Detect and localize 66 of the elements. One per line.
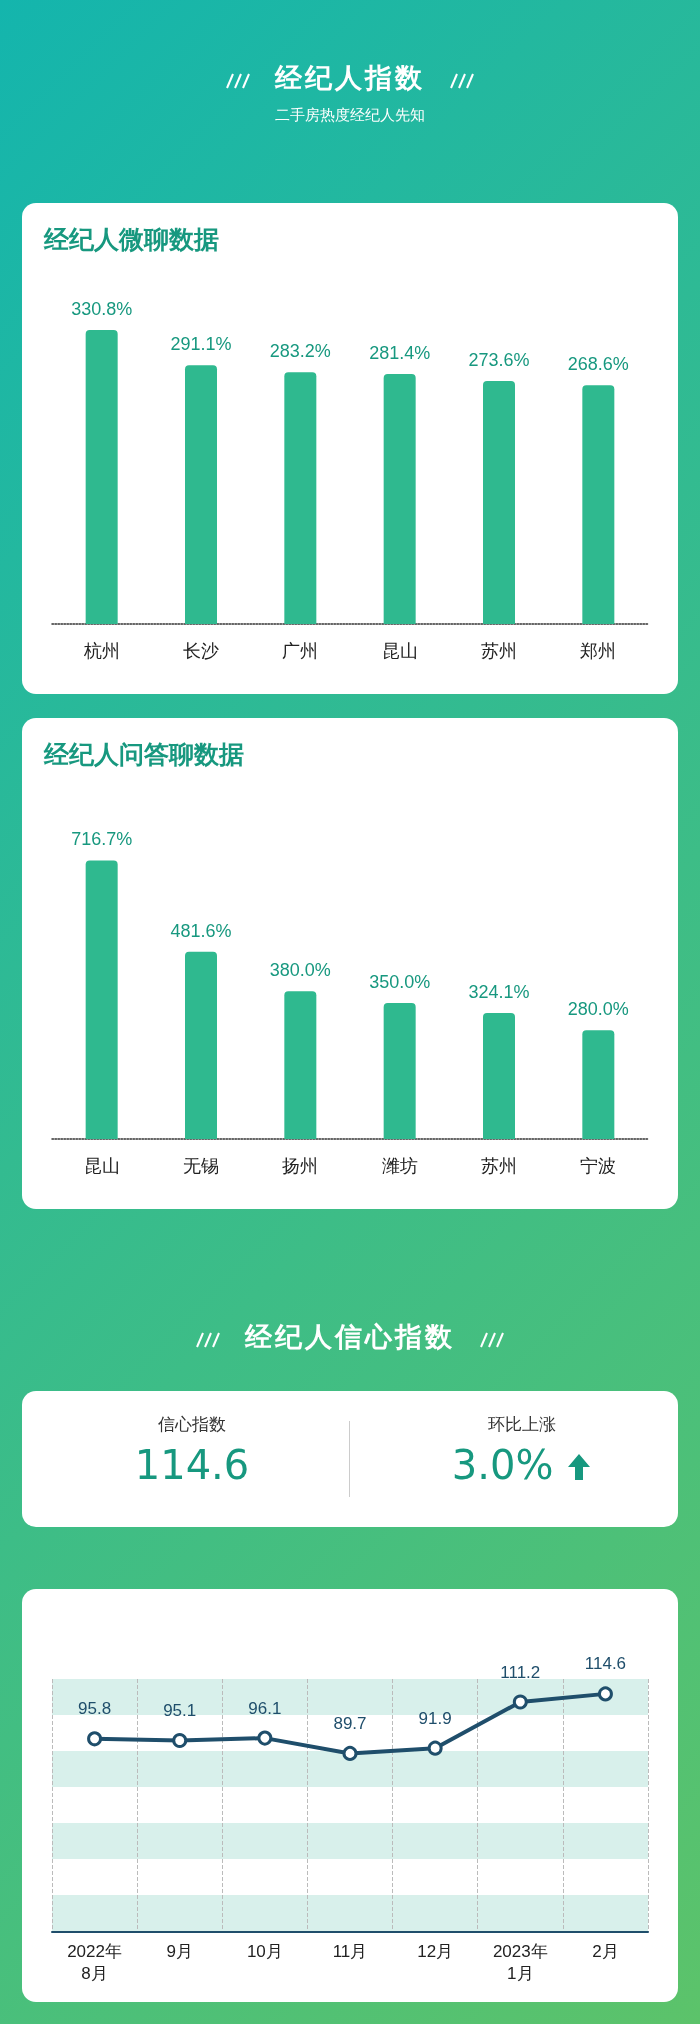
x-tick-label: 苏州 [481,641,517,661]
x-tick-label: 杭州 [82,641,120,661]
chart-title: 经纪人问答聊数据 [44,739,244,771]
x-tick-label: 长沙 [183,641,219,661]
data-label: 350.0% [369,971,431,992]
point [172,1733,188,1748]
x-tick-label: 潍坊 [381,1156,418,1176]
x-tick-label: 11月 [332,1941,368,1961]
x-tick-label: 广州 [282,641,319,661]
point [512,1694,528,1710]
bar [582,1030,615,1139]
text: 二手房热度经纪人先知 [274,106,426,125]
text: 3.0% [451,1442,554,1488]
x-tick-label: 9月 [166,1941,193,1961]
x-tick-label: 10月 [246,1941,283,1961]
point [87,1731,103,1747]
data-label: 111.2 [500,1662,541,1682]
point [597,1686,613,1702]
text: 经纪人指数 [275,62,425,93]
data-label: 91.9 [418,1708,452,1728]
x-tick-label: 昆山 [83,1156,120,1176]
x-tick-label: 苏州 [481,1156,517,1176]
data-label: 380.0% [269,960,331,981]
data-label: 89.7 [333,1713,367,1733]
x-tick-label: 宁波 [580,1156,617,1176]
chart-title: 经纪人微聊数据 [44,224,219,256]
text: 环比上涨 [487,1413,557,1436]
data-label: 291.1% [170,334,232,355]
bar [284,991,317,1139]
data-label: 283.2% [269,341,331,362]
x-tick-label: 12月 [417,1941,454,1961]
bar [483,1013,515,1139]
x-tick-label: 昆山 [381,641,418,661]
x-tick-label: 扬州 [282,1156,319,1176]
text: 信心指数 [157,1413,227,1436]
x-tick-label: 2023年 1月 [492,1941,548,1983]
data-label: 280.0% [567,999,629,1020]
data-label: 716.7% [71,829,133,850]
data-label: 96.1 [248,1698,282,1718]
data-label: 273.6% [468,349,530,370]
bar [483,380,515,624]
data-label: 281.4% [369,342,431,363]
bar [383,373,416,624]
bar [185,951,217,1139]
bar [85,330,118,624]
point [342,1745,358,1761]
x-tick-label: 2月 [592,1941,619,1961]
data-label: 114.6 [584,1654,627,1674]
data-label: 330.8% [71,299,133,320]
text: 114.6 [134,1442,250,1488]
data-label: 95.8 [78,1699,112,1719]
bar [85,860,118,1139]
x-tick-label: 郑州 [580,641,617,661]
bar [582,385,615,624]
x-tick-label: 无锡 [183,1156,219,1176]
bar [284,372,317,624]
x-tick-label: 2022年 8月 [67,1941,122,1983]
point [427,1740,443,1756]
text: 经纪人信心指数 [245,1321,455,1352]
bar [185,365,217,624]
data-label: 95.1 [163,1701,197,1720]
bar [383,1002,416,1139]
data-label: 481.6% [170,920,232,941]
data-label: 268.6% [567,354,629,375]
data-label: 324.1% [468,982,530,1003]
point [257,1730,273,1746]
